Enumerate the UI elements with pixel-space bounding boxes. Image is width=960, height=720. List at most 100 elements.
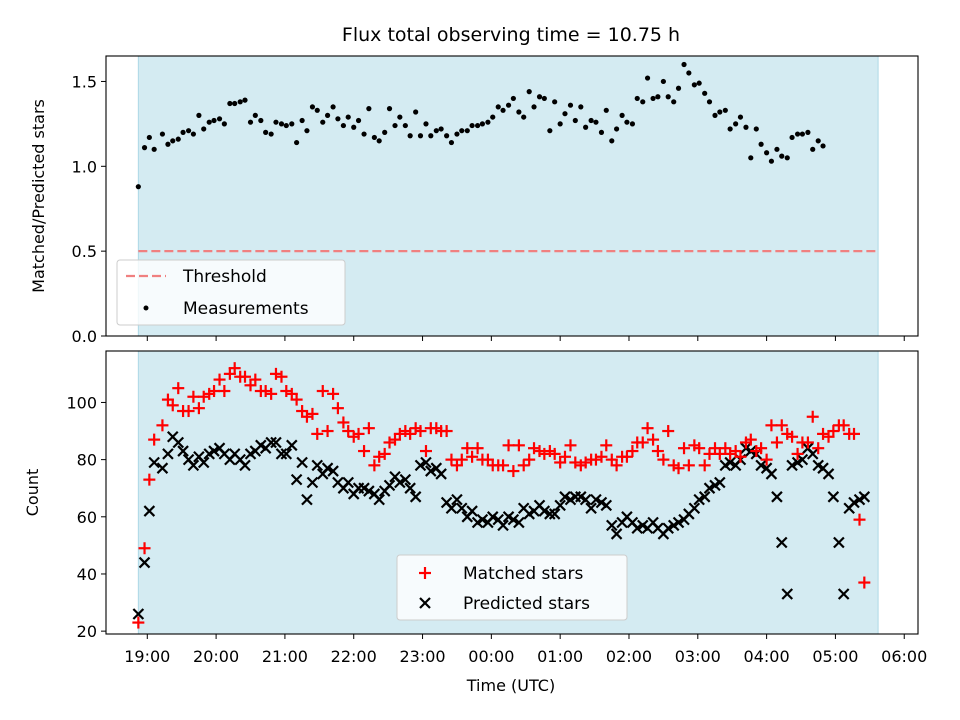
matched-star-point (373, 450, 386, 463)
predicted-star-point (513, 516, 525, 529)
predicted-star-point (296, 456, 308, 469)
measurement-point (609, 138, 615, 144)
predicted-star-point (610, 528, 623, 540)
measurement-point (557, 121, 563, 127)
measurement-point (428, 133, 434, 139)
measurement-point (536, 94, 543, 100)
matched-star-point (187, 390, 200, 403)
matched-star-point (265, 387, 278, 400)
measurement-point (578, 104, 584, 110)
matched-star-point (182, 405, 195, 418)
ratio-panel: 0.0 0.5 1.0 1.5 Matched/Predicted stars Thr… (29, 55, 919, 346)
matched-star-point (331, 402, 344, 415)
predicted-star-point (290, 473, 303, 486)
measurement-point (479, 121, 486, 127)
measurement-point (583, 124, 589, 130)
measurement-point (722, 107, 728, 113)
matched-star-point (249, 373, 262, 386)
measurement-point (671, 99, 677, 105)
measurement-point (805, 129, 811, 135)
matched-star-point (827, 425, 840, 438)
time-x-tick-label: 02:00 (606, 647, 652, 666)
matched-star-point (600, 439, 613, 452)
matched-star-point (786, 430, 799, 443)
matched-star-point (259, 385, 272, 398)
measurement-point (660, 78, 666, 85)
ratio-y-tick-label: 1.5 (72, 72, 97, 91)
measurement-point (141, 145, 148, 151)
predicted-star-point (435, 468, 447, 480)
matched-star-point (461, 442, 474, 455)
legend-matched-label: Matched stars (463, 564, 583, 584)
measurement-point (351, 124, 357, 130)
measurement-point (146, 134, 152, 141)
measurement-point (737, 114, 744, 120)
matched-star-point (156, 419, 169, 432)
measurement-point (294, 139, 300, 146)
time-x-tick-label: 04:00 (744, 647, 790, 666)
predicted-star-point (148, 456, 160, 469)
measurement-point (444, 133, 450, 139)
measurement-point (175, 136, 181, 142)
measurement-point (180, 129, 186, 135)
measurement-point (634, 95, 640, 102)
measurement-point (433, 128, 439, 134)
measurement-point (640, 99, 646, 105)
matched-star-point (337, 416, 350, 429)
measurement-point (748, 155, 754, 161)
measurement-point (691, 82, 697, 88)
predicted-star-point (301, 493, 313, 506)
measurement-point (252, 112, 258, 118)
measurement-point (505, 102, 512, 108)
matched-star-point (755, 442, 768, 455)
matched-star-point (858, 576, 871, 589)
measurement-point (733, 121, 739, 127)
measurement-point (190, 131, 196, 137)
predicted-star-point (286, 439, 298, 452)
measurement-point (485, 119, 491, 125)
measurement-point (743, 124, 749, 130)
measurement-point (510, 95, 516, 102)
matched-star-point (502, 439, 515, 452)
measurement-point (490, 114, 496, 120)
matched-star-point (239, 370, 252, 383)
measurement-point (650, 95, 656, 102)
predicted-star-point (579, 493, 592, 506)
matched-star-point (280, 385, 293, 398)
measurement-point (185, 128, 192, 134)
predicted-star-point (156, 462, 169, 474)
measurement-point (598, 129, 605, 135)
predicted-star-point (383, 479, 396, 492)
measurement-point (335, 116, 341, 122)
measurement-point (289, 121, 295, 127)
measurement-point (500, 107, 506, 113)
measurement-point (526, 89, 532, 95)
predicted-star-point (265, 436, 277, 449)
predicted-star-point (538, 505, 551, 517)
matched-star-point (507, 465, 520, 478)
predicted-star-point (765, 468, 778, 480)
matched-star-point (528, 442, 541, 455)
measurement-point (717, 109, 723, 115)
matched-star-point (300, 410, 313, 423)
ratio-y-tick-label: 1.0 (72, 157, 97, 176)
matched-star-point (848, 427, 861, 440)
measurement-point (314, 107, 320, 113)
measurement-point (376, 138, 382, 144)
measurement-point (799, 131, 805, 137)
matched-star-point (579, 456, 592, 469)
count-y-ticks: 20 40 60 80 100 (66, 393, 106, 641)
matched-star-point (419, 445, 432, 458)
predicted-star-point (559, 491, 571, 503)
matched-star-point (678, 442, 691, 455)
matched-stars-series (132, 362, 871, 629)
measurement-point (417, 133, 424, 139)
matched-star-point (693, 442, 706, 455)
matched-star-point (445, 453, 458, 466)
predicted-star-point (775, 536, 788, 549)
matched-star-point (269, 367, 282, 380)
matched-star-point (657, 453, 670, 466)
matched-star-point (817, 427, 830, 440)
matched-star-point (358, 445, 371, 458)
measurement-point (681, 61, 687, 68)
